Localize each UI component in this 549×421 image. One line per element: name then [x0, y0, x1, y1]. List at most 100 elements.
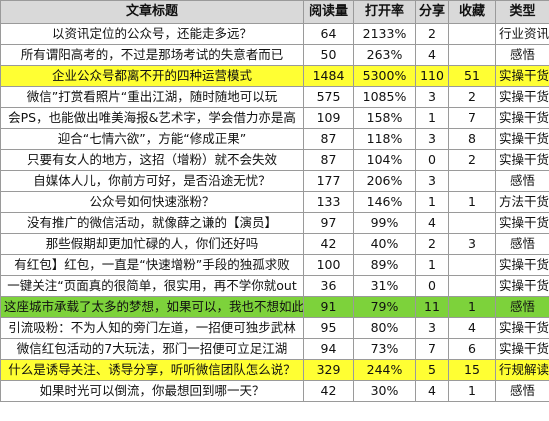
cell-title[interactable]: 微信”打赏看照片“重出江湖，随时随地可以玩: [0, 86, 304, 108]
cell-title[interactable]: 迎合“七情六欲”，方能“修成正果”: [0, 128, 304, 150]
cell-favorites[interactable]: 51: [448, 65, 496, 87]
cell-type[interactable]: 实操干货: [495, 317, 549, 339]
cell-open-rate[interactable]: 79%: [353, 296, 416, 318]
cell-shares[interactable]: 1: [415, 107, 449, 129]
cell-open-rate[interactable]: 31%: [353, 275, 416, 297]
cell-shares[interactable]: 110: [415, 65, 449, 87]
header-open-rate[interactable]: 打开率: [353, 0, 416, 24]
cell-title[interactable]: 只要有女人的地方，这招（增粉）就不会失效: [0, 149, 304, 171]
header-title[interactable]: 文章标题: [0, 0, 304, 24]
cell-type[interactable]: 感悟: [495, 44, 549, 66]
cell-shares[interactable]: 1: [415, 191, 449, 213]
header-reads[interactable]: 阅读量: [303, 0, 354, 24]
cell-favorites[interactable]: 2: [448, 86, 496, 108]
cell-type[interactable]: 感悟: [495, 296, 549, 318]
cell-shares[interactable]: 3: [415, 86, 449, 108]
cell-reads[interactable]: 87: [303, 149, 354, 171]
header-type[interactable]: 类型: [495, 0, 549, 24]
cell-reads[interactable]: 87: [303, 128, 354, 150]
cell-open-rate[interactable]: 146%: [353, 191, 416, 213]
cell-open-rate[interactable]: 1085%: [353, 86, 416, 108]
cell-type[interactable]: 实操干货: [495, 275, 549, 297]
cell-type[interactable]: 方法干货: [495, 191, 549, 213]
cell-title[interactable]: 有红包】红包，一直是“快速增粉”手段的独孤求败: [0, 254, 304, 276]
cell-shares[interactable]: 2: [415, 233, 449, 255]
cell-type[interactable]: 实操干货: [495, 149, 549, 171]
cell-favorites[interactable]: 2: [448, 149, 496, 171]
cell-reads[interactable]: 95: [303, 317, 354, 339]
table-row[interactable]: 以资讯定位的公众号，还能走多远？ 64 2133% 2 行业资讯: [0, 23, 549, 45]
cell-reads[interactable]: 36: [303, 275, 354, 297]
cell-reads[interactable]: 109: [303, 107, 354, 129]
cell-title[interactable]: 如果时光可以倒流，你最想回到哪一天？: [0, 380, 304, 402]
cell-shares[interactable]: 4: [415, 212, 449, 234]
cell-title[interactable]: 没有推广的微信活动，就像薛之谦的【演员】: [0, 212, 304, 234]
table-row[interactable]: 那些假期却更加忙碌的人，你们还好吗 42 40% 2 3 感悟: [0, 233, 549, 255]
cell-type[interactable]: 行业资讯: [495, 23, 549, 45]
table-row[interactable]: 自媒体人儿，你前方可好，是否沿途无忧？ 177 206% 3 感悟: [0, 170, 549, 192]
cell-favorites[interactable]: 15: [448, 359, 496, 381]
cell-reads[interactable]: 50: [303, 44, 354, 66]
cell-open-rate[interactable]: 5300%: [353, 65, 416, 87]
cell-favorites[interactable]: [448, 254, 496, 276]
cell-favorites[interactable]: [448, 212, 496, 234]
cell-reads[interactable]: 42: [303, 380, 354, 402]
cell-title[interactable]: 微信红包活动的7大玩法，邪门一招便可立足江湖: [0, 338, 304, 360]
cell-open-rate[interactable]: 118%: [353, 128, 416, 150]
cell-shares[interactable]: 0: [415, 275, 449, 297]
cell-title[interactable]: 这座城市承载了太多的梦想，如果可以，我也不想如此努: [0, 296, 304, 318]
table-row[interactable]: 什么是诱导关注、诱导分享，听听微信团队怎么说？ 329 244% 5 15 行规解读: [0, 359, 549, 381]
cell-open-rate[interactable]: 40%: [353, 233, 416, 255]
header-shares[interactable]: 分享: [415, 0, 449, 24]
cell-reads[interactable]: 64: [303, 23, 354, 45]
cell-open-rate[interactable]: 30%: [353, 380, 416, 402]
cell-shares[interactable]: 5: [415, 359, 449, 381]
cell-favorites[interactable]: [448, 44, 496, 66]
cell-favorites[interactable]: 3: [448, 233, 496, 255]
cell-title[interactable]: 所有谓阳高考的，不过是那场考试的失意者而已: [0, 44, 304, 66]
cell-open-rate[interactable]: 206%: [353, 170, 416, 192]
cell-reads[interactable]: 329: [303, 359, 354, 381]
cell-title[interactable]: 会PS，也能做出唯美海报&艺术字，学会借力亦是高: [0, 107, 304, 129]
table-row[interactable]: 会PS，也能做出唯美海报&艺术字，学会借力亦是高 109 158% 1 7 实操干货: [0, 107, 549, 129]
cell-title[interactable]: 一键关注“页面真的很简单，很实用，再不学你就out: [0, 275, 304, 297]
cell-open-rate[interactable]: 244%: [353, 359, 416, 381]
cell-reads[interactable]: 177: [303, 170, 354, 192]
cell-title[interactable]: 公众号如何快速涨粉？: [0, 191, 304, 213]
table-row[interactable]: 微信红包活动的7大玩法，邪门一招便可立足江湖 94 73% 7 6 实操干货: [0, 338, 549, 360]
cell-title[interactable]: 以资讯定位的公众号，还能走多远？: [0, 23, 304, 45]
cell-favorites[interactable]: 7: [448, 107, 496, 129]
table-row[interactable]: 引流吸粉：不为人知的旁门左道，一招便可独步武林 95 80% 3 4 实操干货: [0, 317, 549, 339]
cell-open-rate[interactable]: 158%: [353, 107, 416, 129]
cell-favorites[interactable]: 4: [448, 317, 496, 339]
cell-title[interactable]: 什么是诱导关注、诱导分享，听听微信团队怎么说？: [0, 359, 304, 381]
cell-favorites[interactable]: [448, 23, 496, 45]
cell-type[interactable]: 行规解读: [495, 359, 549, 381]
table-row[interactable]: 所有谓阳高考的，不过是那场考试的失意者而已 50 263% 4 感悟: [0, 44, 549, 66]
cell-shares[interactable]: 4: [415, 44, 449, 66]
cell-favorites[interactable]: 8: [448, 128, 496, 150]
cell-title[interactable]: 那些假期却更加忙碌的人，你们还好吗: [0, 233, 304, 255]
cell-open-rate[interactable]: 89%: [353, 254, 416, 276]
cell-favorites[interactable]: [448, 275, 496, 297]
cell-shares[interactable]: 3: [415, 317, 449, 339]
table-row[interactable]: 微信”打赏看照片“重出江湖，随时随地可以玩 575 1085% 3 2 实操干货: [0, 86, 549, 108]
cell-title[interactable]: 引流吸粉：不为人知的旁门左道，一招便可独步武林: [0, 317, 304, 339]
cell-open-rate[interactable]: 73%: [353, 338, 416, 360]
cell-open-rate[interactable]: 104%: [353, 149, 416, 171]
cell-reads[interactable]: 1484: [303, 65, 354, 87]
cell-shares[interactable]: 11: [415, 296, 449, 318]
cell-reads[interactable]: 100: [303, 254, 354, 276]
cell-favorites[interactable]: 6: [448, 338, 496, 360]
cell-shares[interactable]: 1: [415, 254, 449, 276]
cell-favorites[interactable]: 1: [448, 380, 496, 402]
cell-type[interactable]: 实操干货: [495, 254, 549, 276]
cell-open-rate[interactable]: 99%: [353, 212, 416, 234]
cell-type[interactable]: 实操干货: [495, 65, 549, 87]
cell-type[interactable]: 实操干货: [495, 128, 549, 150]
cell-reads[interactable]: 94: [303, 338, 354, 360]
cell-favorites[interactable]: 1: [448, 296, 496, 318]
cell-reads[interactable]: 575: [303, 86, 354, 108]
cell-type[interactable]: 实操干货: [495, 338, 549, 360]
cell-reads[interactable]: 91: [303, 296, 354, 318]
